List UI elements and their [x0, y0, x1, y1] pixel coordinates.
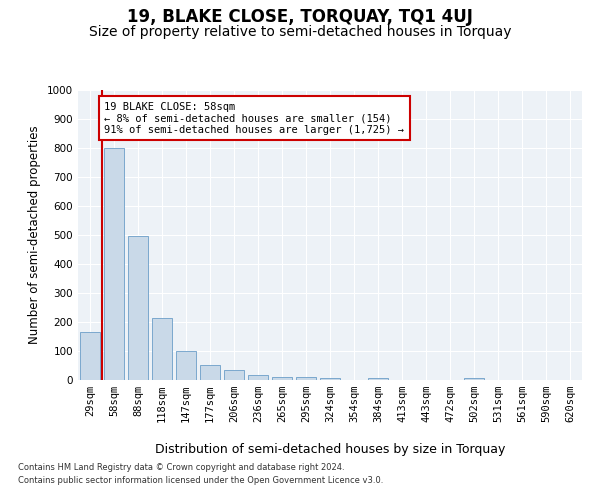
Bar	[128, 236, 148, 380]
Bar	[80, 332, 100, 380]
Bar	[224, 370, 244, 380]
Bar	[152, 318, 172, 380]
Text: Contains HM Land Registry data © Crown copyright and database right 2024.: Contains HM Land Registry data © Crown c…	[18, 464, 344, 472]
Text: 19 BLAKE CLOSE: 58sqm
← 8% of semi-detached houses are smaller (154)
91% of semi: 19 BLAKE CLOSE: 58sqm ← 8% of semi-detac…	[104, 102, 404, 135]
Bar	[248, 375, 268, 380]
Bar	[464, 378, 484, 380]
Text: 19, BLAKE CLOSE, TORQUAY, TQ1 4UJ: 19, BLAKE CLOSE, TORQUAY, TQ1 4UJ	[127, 8, 473, 26]
Text: Size of property relative to semi-detached houses in Torquay: Size of property relative to semi-detach…	[89, 25, 511, 39]
Bar	[176, 351, 196, 380]
Y-axis label: Number of semi-detached properties: Number of semi-detached properties	[28, 126, 41, 344]
Text: Distribution of semi-detached houses by size in Torquay: Distribution of semi-detached houses by …	[155, 442, 505, 456]
Bar	[296, 377, 316, 380]
Bar	[368, 378, 388, 380]
Bar	[104, 148, 124, 380]
Bar	[320, 378, 340, 380]
Bar	[272, 376, 292, 380]
Bar	[200, 365, 220, 380]
Text: Contains public sector information licensed under the Open Government Licence v3: Contains public sector information licen…	[18, 476, 383, 485]
